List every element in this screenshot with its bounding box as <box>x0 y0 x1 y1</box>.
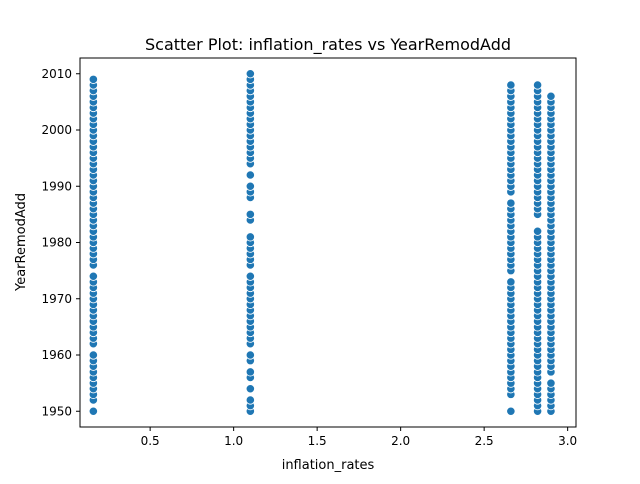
plot-frame <box>79 57 577 428</box>
data-point <box>88 74 98 84</box>
x-tick-label: 1.5 <box>308 434 327 448</box>
x-tick-label: 0.5 <box>141 434 160 448</box>
data-point <box>245 271 255 281</box>
data-point <box>546 378 556 388</box>
x-tick-label: 1.0 <box>224 434 243 448</box>
data-point <box>88 406 98 416</box>
data-point <box>245 209 255 219</box>
x-axis-label: inflation_rates <box>282 458 375 473</box>
x-tick-label: 2.5 <box>475 434 494 448</box>
data-point <box>245 232 255 242</box>
data-point <box>546 91 556 101</box>
y-tick-label: 1980 <box>41 236 72 250</box>
data-point <box>88 350 98 360</box>
y-tick-label: 1950 <box>41 404 72 418</box>
data-point <box>506 198 516 208</box>
data-point <box>506 80 516 90</box>
data-point <box>245 181 255 191</box>
data-point <box>245 350 255 360</box>
y-tick-label: 1960 <box>41 348 72 362</box>
x-tick-label: 3.0 <box>558 434 577 448</box>
y-tick-label: 1970 <box>41 292 72 306</box>
x-tick-label: 2.0 <box>391 434 410 448</box>
data-point <box>245 170 255 180</box>
points-layer <box>88 69 556 416</box>
y-axis-ticks: 1950 1960 1970 1980 1990 2000 2010 <box>41 67 80 418</box>
data-point <box>245 384 255 394</box>
data-point <box>88 271 98 281</box>
y-tick-label: 2000 <box>41 123 72 137</box>
y-axis-label: YearRemodAdd <box>14 193 29 292</box>
data-point <box>532 80 543 90</box>
y-tick-label: 1990 <box>41 179 72 193</box>
chart-title: Scatter Plot: inflation_rates vs YearRem… <box>145 35 511 55</box>
data-point <box>245 395 255 405</box>
data-point <box>532 226 543 236</box>
data-point <box>245 69 255 79</box>
data-point <box>506 277 516 287</box>
data-point <box>506 406 516 416</box>
x-axis-ticks: 0.5 1.0 1.5 2.0 2.5 3.0 <box>141 427 577 448</box>
y-tick-label: 2010 <box>41 67 72 81</box>
data-point <box>245 367 255 377</box>
